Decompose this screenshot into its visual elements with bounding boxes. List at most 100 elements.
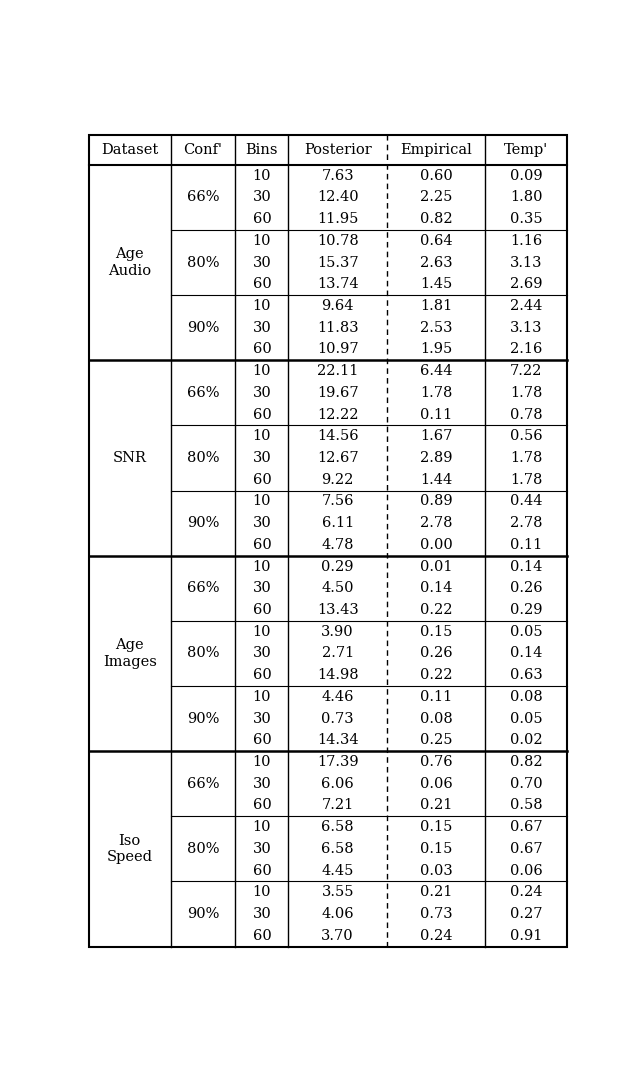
Text: 12.40: 12.40 — [317, 191, 358, 205]
Text: Temp': Temp' — [504, 142, 548, 157]
Text: 0.64: 0.64 — [420, 233, 452, 247]
Text: 90%: 90% — [187, 711, 220, 725]
Text: 4.46: 4.46 — [321, 690, 354, 704]
Text: Posterior: Posterior — [304, 142, 372, 157]
Text: 0.73: 0.73 — [420, 907, 452, 921]
Text: 10: 10 — [253, 886, 271, 900]
Text: 1.44: 1.44 — [420, 472, 452, 486]
Text: 4.78: 4.78 — [321, 538, 354, 552]
Text: 0.14: 0.14 — [420, 582, 452, 595]
Text: 90%: 90% — [187, 907, 220, 921]
Text: SNR: SNR — [113, 451, 147, 465]
Text: 2.16: 2.16 — [510, 343, 542, 357]
Text: 0.70: 0.70 — [510, 776, 543, 790]
Text: 0.06: 0.06 — [420, 776, 452, 790]
Text: 1.67: 1.67 — [420, 429, 452, 443]
Text: 30: 30 — [253, 776, 271, 790]
Text: 0.27: 0.27 — [510, 907, 543, 921]
Text: 66%: 66% — [187, 191, 220, 205]
Text: Bins: Bins — [246, 142, 278, 157]
Text: 1.95: 1.95 — [420, 343, 452, 357]
Text: 0.29: 0.29 — [510, 603, 543, 617]
Text: 0.60: 0.60 — [420, 168, 452, 183]
Text: 10: 10 — [253, 495, 271, 509]
Text: 0.44: 0.44 — [510, 495, 543, 509]
Text: 3.13: 3.13 — [510, 256, 543, 270]
Text: 12.67: 12.67 — [317, 451, 358, 465]
Text: 66%: 66% — [187, 386, 220, 399]
Text: 0.15: 0.15 — [420, 820, 452, 834]
Text: 30: 30 — [253, 516, 271, 530]
Text: 17.39: 17.39 — [317, 755, 358, 769]
Text: 0.05: 0.05 — [510, 624, 543, 638]
Text: 0.15: 0.15 — [420, 624, 452, 638]
Text: 13.74: 13.74 — [317, 277, 358, 291]
Text: 6.11: 6.11 — [321, 516, 354, 530]
Text: 3.90: 3.90 — [321, 624, 354, 638]
Text: 30: 30 — [253, 191, 271, 205]
Text: 19.67: 19.67 — [317, 386, 358, 399]
Text: 2.69: 2.69 — [510, 277, 543, 291]
Text: 0.24: 0.24 — [510, 886, 543, 900]
Text: 66%: 66% — [187, 582, 220, 595]
Text: Iso
Speed: Iso Speed — [107, 833, 153, 864]
Text: 90%: 90% — [187, 320, 220, 334]
Text: 0.22: 0.22 — [420, 668, 452, 682]
Text: 2.78: 2.78 — [510, 516, 543, 530]
Text: 0.06: 0.06 — [510, 863, 543, 877]
Text: 7.21: 7.21 — [321, 799, 354, 813]
Text: 6.58: 6.58 — [321, 820, 354, 834]
Text: 6.06: 6.06 — [321, 776, 354, 790]
Text: 30: 30 — [253, 907, 271, 921]
Text: 60: 60 — [253, 472, 271, 486]
Text: 2.78: 2.78 — [420, 516, 452, 530]
Text: 30: 30 — [253, 842, 271, 856]
Text: 0.35: 0.35 — [510, 212, 543, 226]
Text: 7.56: 7.56 — [321, 495, 354, 509]
Text: 1.80: 1.80 — [510, 191, 543, 205]
Text: 60: 60 — [253, 538, 271, 552]
Text: 60: 60 — [253, 603, 271, 617]
Text: 0.26: 0.26 — [420, 647, 452, 661]
Text: 0.21: 0.21 — [420, 886, 452, 900]
Text: 1.78: 1.78 — [510, 386, 542, 399]
Text: 90%: 90% — [187, 516, 220, 530]
Text: 80%: 80% — [187, 647, 220, 661]
Text: 9.64: 9.64 — [321, 299, 354, 313]
Text: 60: 60 — [253, 408, 271, 422]
Text: 0.14: 0.14 — [510, 559, 542, 574]
Text: 2.25: 2.25 — [420, 191, 452, 205]
Text: 0.14: 0.14 — [510, 647, 542, 661]
Text: 0.01: 0.01 — [420, 559, 452, 574]
Text: 10.97: 10.97 — [317, 343, 358, 357]
Text: 30: 30 — [253, 647, 271, 661]
Text: 0.08: 0.08 — [510, 690, 543, 704]
Text: 0.11: 0.11 — [420, 690, 452, 704]
Text: 0.02: 0.02 — [510, 734, 543, 748]
Text: 30: 30 — [253, 386, 271, 399]
Text: 1.78: 1.78 — [510, 451, 542, 465]
Text: 0.89: 0.89 — [420, 495, 452, 509]
Text: 0.82: 0.82 — [510, 755, 543, 769]
Text: 14.34: 14.34 — [317, 734, 358, 748]
Text: 3.70: 3.70 — [321, 929, 354, 942]
Text: 10: 10 — [253, 168, 271, 183]
Text: 60: 60 — [253, 863, 271, 877]
Text: 80%: 80% — [187, 842, 220, 856]
Text: 12.22: 12.22 — [317, 408, 358, 422]
Text: 10: 10 — [253, 364, 271, 378]
Text: 0.11: 0.11 — [420, 408, 452, 422]
Text: 3.13: 3.13 — [510, 320, 543, 334]
Text: 0.25: 0.25 — [420, 734, 452, 748]
Text: 10: 10 — [253, 624, 271, 638]
Text: 0.09: 0.09 — [510, 168, 543, 183]
Text: 14.98: 14.98 — [317, 668, 358, 682]
Text: 4.50: 4.50 — [321, 582, 354, 595]
Text: 1.16: 1.16 — [510, 233, 542, 247]
Text: 0.05: 0.05 — [510, 711, 543, 725]
Text: 0.67: 0.67 — [510, 842, 543, 856]
Text: 7.63: 7.63 — [321, 168, 354, 183]
Text: 9.22: 9.22 — [321, 472, 354, 486]
Text: 0.08: 0.08 — [420, 711, 452, 725]
Text: 30: 30 — [253, 582, 271, 595]
